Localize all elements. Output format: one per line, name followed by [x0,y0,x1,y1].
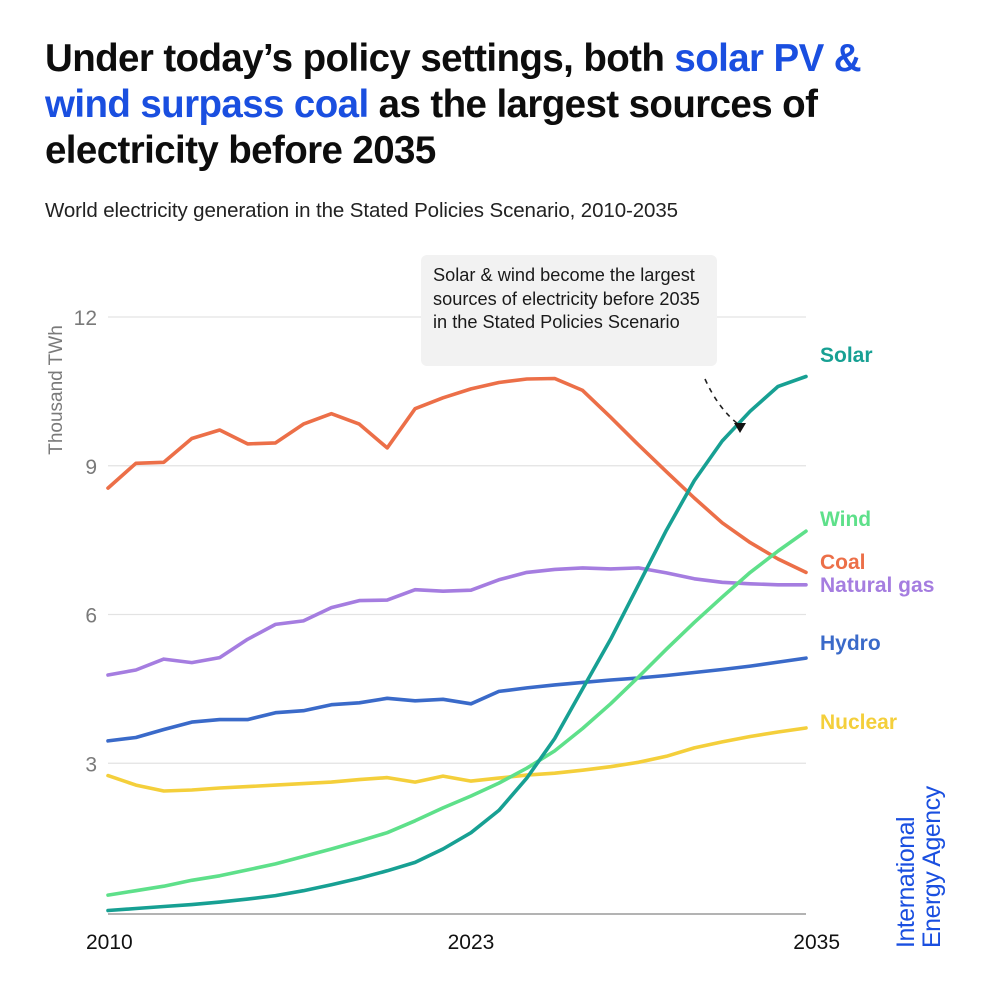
axes: 2010 2023 2035 [86,913,840,954]
x-tick-label: 2023 [448,931,495,954]
y-tick-label: 3 [85,753,97,776]
iea-logo-line-1: International [892,816,920,948]
series-line-natural-gas [106,566,808,677]
x-tick-label: 2010 [86,931,133,954]
chart-subtitle: World electricity generation in the Stat… [45,199,678,222]
iea-logo-line-2: Energy Agency [918,786,946,948]
series-label-coal: Coal [820,551,866,574]
y-tick-label: 9 [85,456,97,479]
y-tick-label: 6 [85,605,97,628]
title-part-2: as the largest sources of electricity be… [45,83,818,172]
y-axis-label: Thousand TWh [46,325,67,455]
series-label-natural-gas: Natural gas [820,574,934,597]
series-line-nuclear [106,726,808,793]
series-line-solar [106,374,808,913]
series-label-hydro: Hydro [820,632,881,655]
y-tick-label: 12 [74,307,97,330]
annotation-callout: Solar & wind become the largest sources … [421,255,717,366]
series-label-nuclear: Nuclear [820,711,897,734]
gridlines: 3 6 9 12 [74,307,806,776]
annotation-arrow [704,378,746,433]
series-lines [106,374,808,913]
series-label-wind: Wind [820,508,871,531]
iea-logo: International Energy Agency [892,786,946,948]
series-label-solar: Solar [820,344,873,367]
title-highlight: solar PV & wind surpass coal [45,37,862,126]
annotation-arrow-path [704,378,739,425]
x-tick-label: 2035 [793,931,840,954]
series-line-coal [106,376,808,575]
chart-title: Under today’s policy settings, both sola… [45,36,925,174]
series-line-wind [106,529,808,897]
arrowhead-icon [734,423,746,433]
title-part-1: Under today’s policy settings, both [45,37,675,80]
series-line-hydro [106,656,808,743]
